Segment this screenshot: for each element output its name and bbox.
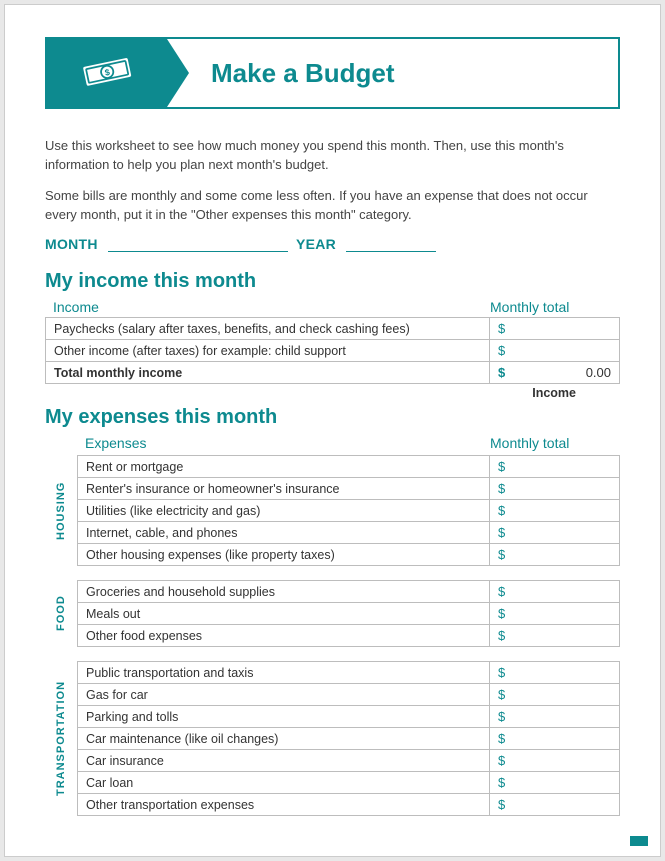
intro-paragraph-2: Some bills are monthly and some come les…: [45, 187, 620, 225]
money-bill-icon: $: [79, 51, 135, 96]
expense-row-label: Groceries and household supplies: [78, 581, 490, 603]
year-label: YEAR: [296, 236, 336, 252]
expense-col-right: Monthly total: [490, 435, 620, 451]
income-row-amount[interactable]: $: [490, 318, 620, 340]
expense-row: Parking and tolls$: [78, 706, 620, 728]
income-total-row: Total monthly income $0.00: [46, 362, 620, 384]
expenses-heading: My expenses this month: [45, 406, 620, 429]
income-table: Paychecks (salary after taxes, benefits,…: [45, 317, 620, 384]
expense-row-amount[interactable]: $: [490, 456, 620, 478]
expense-row-label: Other food expenses: [78, 625, 490, 647]
intro-paragraph-1: Use this worksheet to see how much money…: [45, 137, 620, 175]
expense-row-amount[interactable]: $: [490, 750, 620, 772]
expense-row-label: Renter's insurance or homeowner's insura…: [78, 478, 490, 500]
expense-row-label: Rent or mortgage: [78, 456, 490, 478]
expense-row-label: Internet, cable, and phones: [78, 522, 490, 544]
expense-row-amount[interactable]: $: [490, 603, 620, 625]
expense-row: Other transportation expenses$: [78, 794, 620, 816]
expense-row-amount[interactable]: $: [490, 706, 620, 728]
expense-row-amount[interactable]: $: [490, 478, 620, 500]
expense-row-label: Public transportation and taxis: [78, 662, 490, 684]
intro-text: Use this worksheet to see how much money…: [45, 137, 620, 224]
income-row-amount[interactable]: $: [490, 340, 620, 362]
income-column-headers: Income Monthly total: [53, 299, 620, 315]
expense-row: Car insurance$: [78, 750, 620, 772]
category-label: TRANSPORTATION: [45, 661, 77, 816]
expense-row-label: Meals out: [78, 603, 490, 625]
expense-row-amount[interactable]: $: [490, 500, 620, 522]
year-input-blank[interactable]: [346, 238, 436, 252]
expense-row-label: Other transportation expenses: [78, 794, 490, 816]
income-row-label: Other income (after taxes) for example: …: [46, 340, 490, 362]
page-corner-mark: [630, 836, 648, 846]
expense-column-headers: Expenses Monthly total: [85, 435, 620, 451]
expense-row: Renter's insurance or homeowner's insura…: [78, 478, 620, 500]
income-col-left: Income: [53, 299, 490, 315]
expense-col-left: Expenses: [85, 435, 490, 451]
income-heading: My income this month: [45, 270, 620, 293]
expense-row: Rent or mortgage$: [78, 456, 620, 478]
page-title: Make a Budget: [167, 39, 618, 107]
expense-row: Other food expenses$: [78, 625, 620, 647]
expense-row-label: Car loan: [78, 772, 490, 794]
income-row: Other income (after taxes) for example: …: [46, 340, 620, 362]
expense-row-amount[interactable]: $: [490, 684, 620, 706]
expense-row-amount[interactable]: $: [490, 625, 620, 647]
income-section: My income this month Income Monthly tota…: [45, 270, 620, 400]
expense-row: Car loan$: [78, 772, 620, 794]
category-label: FOOD: [45, 580, 77, 647]
expense-table: Public transportation and taxis$Gas for …: [77, 661, 620, 816]
header-banner: $ Make a Budget: [45, 37, 620, 109]
header-flag: $: [47, 39, 167, 107]
expense-row-amount[interactable]: $: [490, 728, 620, 750]
expense-row: Other housing expenses (like property ta…: [78, 544, 620, 566]
expense-row: Gas for car$: [78, 684, 620, 706]
expense-row-label: Other housing expenses (like property ta…: [78, 544, 490, 566]
income-row: Paychecks (salary after taxes, benefits,…: [46, 318, 620, 340]
expense-row: Utilities (like electricity and gas)$: [78, 500, 620, 522]
expense-row: Meals out$: [78, 603, 620, 625]
expense-row-amount[interactable]: $: [490, 794, 620, 816]
expense-row-label: Utilities (like electricity and gas): [78, 500, 490, 522]
month-input-blank[interactable]: [108, 238, 288, 252]
expense-category: TRANSPORTATIONPublic transportation and …: [45, 661, 620, 816]
expense-row-amount[interactable]: $: [490, 772, 620, 794]
expense-row: Internet, cable, and phones$: [78, 522, 620, 544]
expense-table: Rent or mortgage$Renter's insurance or h…: [77, 455, 620, 566]
expense-table: Groceries and household supplies$Meals o…: [77, 580, 620, 647]
income-row-label: Paychecks (salary after taxes, benefits,…: [46, 318, 490, 340]
expense-row-label: Gas for car: [78, 684, 490, 706]
expense-row-label: Car maintenance (like oil changes): [78, 728, 490, 750]
expense-categories: HOUSINGRent or mortgage$Renter's insuran…: [45, 455, 620, 816]
expense-row: Public transportation and taxis$: [78, 662, 620, 684]
category-label: HOUSING: [45, 455, 77, 566]
income-total-label: Total monthly income: [46, 362, 490, 384]
expense-row: Car maintenance (like oil changes)$: [78, 728, 620, 750]
expense-category: HOUSINGRent or mortgage$Renter's insuran…: [45, 455, 620, 566]
expense-row-amount[interactable]: $: [490, 662, 620, 684]
expense-row-label: Car insurance: [78, 750, 490, 772]
expense-category: FOODGroceries and household supplies$Mea…: [45, 580, 620, 647]
income-footer-label: Income: [45, 386, 620, 400]
expense-row-amount[interactable]: $: [490, 522, 620, 544]
expense-row-label: Parking and tolls: [78, 706, 490, 728]
month-label: MONTH: [45, 236, 98, 252]
expense-row-amount[interactable]: $: [490, 581, 620, 603]
expense-row: Groceries and household supplies$: [78, 581, 620, 603]
date-line: MONTH YEAR: [45, 236, 620, 252]
income-col-right: Monthly total: [490, 299, 620, 315]
page: $ Make a Budget Use this worksheet to se…: [4, 4, 661, 857]
income-total-amount: $0.00: [490, 362, 620, 384]
expense-row-amount[interactable]: $: [490, 544, 620, 566]
